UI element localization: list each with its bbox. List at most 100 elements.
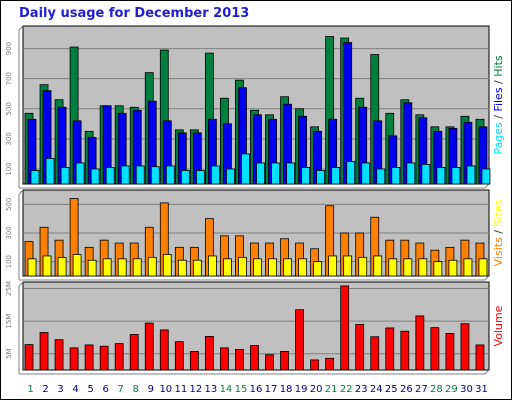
x-tick-label: 29: [445, 384, 458, 395]
y-tick-label: 500: [5, 102, 13, 115]
y-tick-label: 300: [5, 226, 13, 239]
bar-volume: [99, 345, 109, 371]
bar-sites: [283, 258, 292, 277]
bar-sites: [42, 255, 52, 277]
plot-edge-volume: [484, 369, 490, 375]
bar-volume: [174, 341, 184, 371]
bar-volume: [280, 351, 289, 371]
bar-sites: [418, 258, 428, 277]
bar-volume: [340, 285, 350, 371]
x-tick-label: 6: [102, 384, 108, 395]
x-tick-label: 7: [118, 384, 124, 395]
bar-pages: [150, 166, 160, 185]
y-tick-label: 100: [5, 162, 13, 175]
y-axis-label-part: Visits: [492, 237, 505, 266]
bar-volume: [54, 339, 64, 371]
bar-pages: [331, 167, 341, 185]
x-tick-label: 23: [355, 384, 368, 395]
y-tick-label: 25M: [5, 281, 13, 296]
x-tick-label: 16: [250, 384, 263, 395]
y-tick-label: 900: [5, 42, 13, 55]
y-axis-label-visits-sites: Visits / Sites: [492, 199, 505, 266]
bar-sites: [192, 259, 202, 277]
bar-pages: [241, 153, 250, 185]
bar-sites: [102, 258, 112, 277]
bar-volume: [310, 359, 320, 371]
bar-sites: [238, 256, 247, 277]
bar-volume: [204, 336, 214, 371]
x-tick-label: 3: [57, 384, 63, 395]
y-axis-label-part: Hits: [492, 55, 505, 77]
bar-pages: [135, 165, 145, 185]
x-tick-label: 24: [370, 384, 383, 395]
bar-volume: [69, 347, 79, 371]
plot-edge-visits-sites: [484, 275, 490, 281]
bar-volume: [189, 351, 199, 371]
bar-pages: [90, 168, 100, 185]
bar-volume: [475, 344, 485, 371]
bar-volume: [430, 327, 440, 371]
bar-sites: [207, 255, 217, 277]
chart-title: Daily usage for December 2013: [19, 6, 250, 21]
bar-volume: [325, 357, 335, 371]
bar-pages: [301, 167, 310, 185]
bar-pages: [466, 165, 476, 185]
y-tick-label: 700: [5, 72, 13, 85]
x-tick-label: 27: [415, 384, 428, 395]
bar-pages: [451, 167, 461, 185]
x-tick-label: 25: [385, 384, 398, 395]
y-tick-label: 100: [5, 255, 13, 268]
y-axis-label-part: Sites: [492, 199, 505, 226]
y-axis-label-part: Files: [492, 87, 505, 111]
bar-volume: [370, 336, 380, 371]
bar-sites: [132, 258, 142, 277]
bar-volume: [114, 343, 124, 371]
bar-pages: [30, 170, 40, 185]
x-tick-label: 20: [310, 384, 323, 395]
bar-sites: [223, 258, 232, 277]
bar-pages: [316, 170, 326, 185]
bar-pages: [286, 162, 295, 185]
plot-edge-volume: [18, 281, 24, 287]
bar-sites: [313, 261, 323, 277]
bar-pages: [195, 170, 205, 185]
x-tick-label: 14: [220, 384, 233, 395]
bar-sites: [433, 261, 443, 277]
bar-sites: [478, 258, 488, 277]
x-tick-label: 13: [205, 384, 218, 395]
bar-pages: [105, 167, 115, 185]
bar-volume: [220, 347, 229, 371]
y-tick-label: 300: [5, 132, 13, 145]
x-tick-label: 15: [235, 384, 248, 395]
y-axis-label-part: /: [492, 112, 505, 123]
bar-sites: [268, 258, 277, 277]
bar-sites: [117, 258, 127, 277]
bar-pages: [45, 158, 55, 185]
bar-pages: [256, 162, 265, 185]
bar-pages: [391, 167, 401, 185]
bar-pages: [120, 165, 130, 185]
bar-sites: [373, 255, 383, 277]
x-tick-label: 4: [72, 384, 78, 395]
y-axis-label-volume: Volume: [492, 305, 505, 346]
x-tick-label: 31: [475, 384, 488, 395]
bar-pages: [180, 170, 190, 185]
bar-pages: [421, 164, 431, 185]
bar-pages: [481, 168, 491, 185]
bar-pages: [271, 162, 280, 185]
x-tick-label: 10: [159, 384, 172, 395]
bar-sites: [298, 258, 307, 277]
bar-sites: [463, 258, 473, 277]
bar-pages: [436, 167, 446, 185]
x-tick-label: 5: [87, 384, 93, 395]
x-tick-label: 21: [325, 384, 338, 395]
bar-sites: [72, 254, 82, 277]
bar-pages: [60, 167, 70, 185]
bar-pages: [165, 165, 175, 185]
bar-sites: [162, 254, 172, 277]
bar-sites: [87, 259, 97, 277]
x-tick-label: 2: [42, 384, 48, 395]
bar-sites: [448, 259, 458, 277]
y-axis-label-part: Pages: [492, 122, 505, 155]
